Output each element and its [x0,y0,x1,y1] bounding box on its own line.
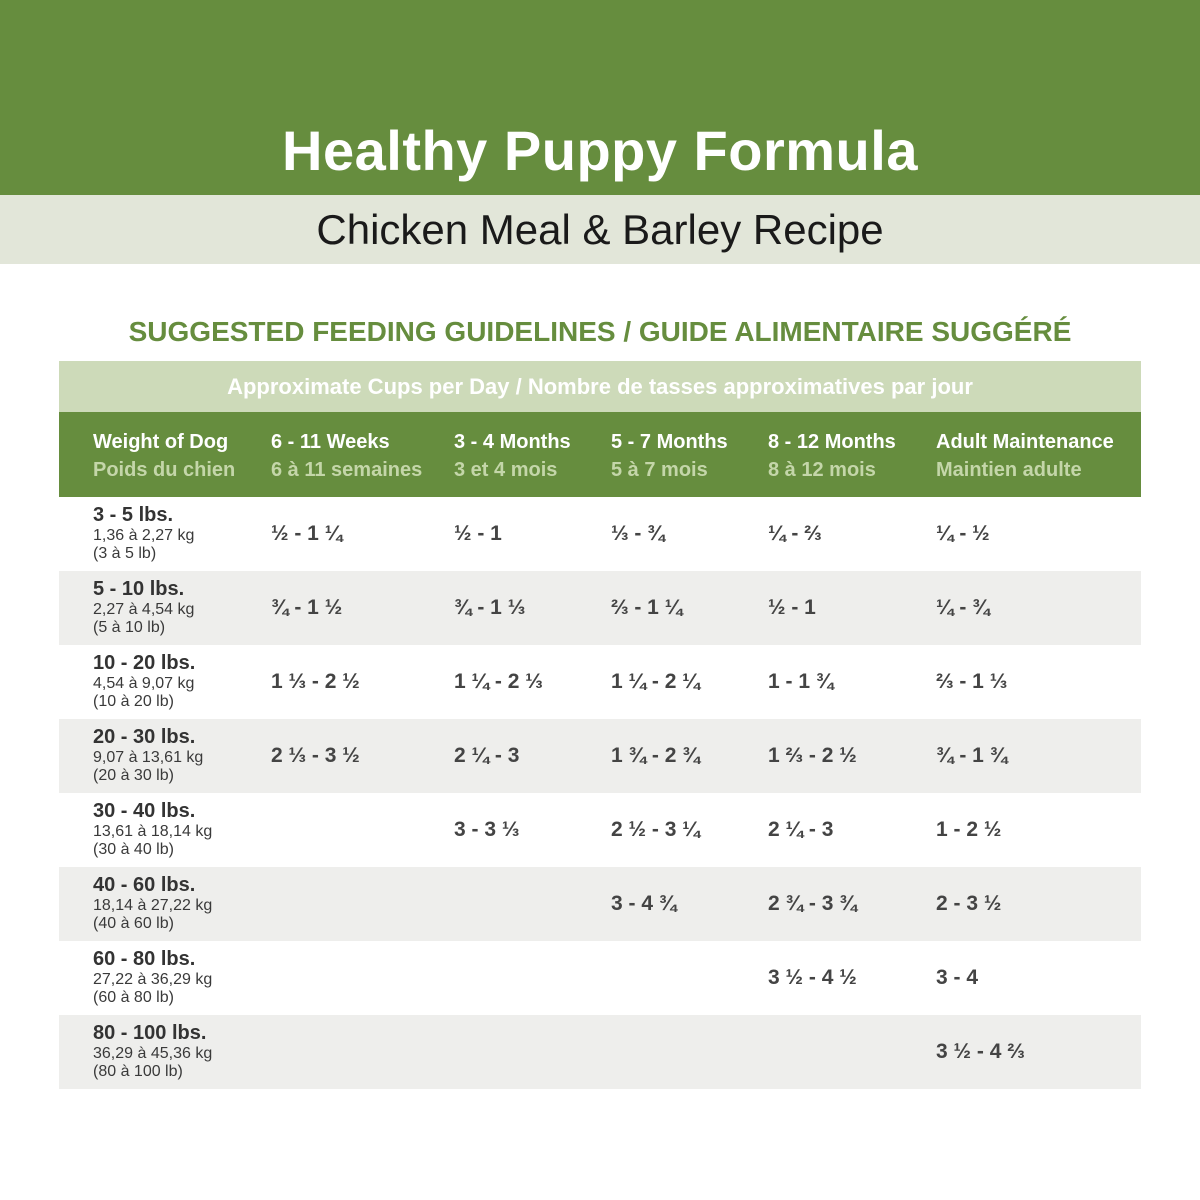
weight-lbs: 5 - 10 lbs. [93,578,185,600]
cups-value: 1 - 1 ¾ [768,670,834,693]
cups-value: 2 ¾ - 3 ¾ [768,892,857,915]
weight-cell: 10 - 20 lbs. 4,54 à 9,07 kg (10 à 20 lb) [93,652,195,711]
column-header-5-7-months: 5 - 7 Months 5 à 7 mois [611,428,728,484]
cups-value: 2 ½ - 3 ¼ [611,818,700,841]
cups-value: 3 - 3 ⅓ [454,818,520,841]
weight-lb-fr: (30 à 40 lb) [93,841,174,858]
cups-value: 3 - 4 [936,966,979,989]
weight-lbs: 20 - 30 lbs. [93,726,196,748]
weight-kg: 36,29 à 45,36 kg [93,1045,213,1062]
cups-value: ¼ - ⅔ [768,522,822,545]
weight-lb-fr: (5 à 10 lb) [93,619,166,636]
weight-kg: 18,14 à 27,22 kg [93,897,213,914]
weight-kg: 4,54 à 9,07 kg [93,675,195,692]
cups-value: ⅔ - 1 ¼ [611,596,683,619]
weight-lb-fr: (10 à 20 lb) [93,693,174,710]
recipe-subtitle: Chicken Meal & Barley Recipe [316,206,884,253]
cups-value: 2 ¼ - 3 [454,744,520,767]
column-header-3-4-months: 3 - 4 Months 3 et 4 mois [454,428,571,484]
column-header-fr: 3 et 4 mois [454,459,558,481]
subtitle-banner [0,195,1200,264]
column-header-fr: Poids du chien [93,459,236,481]
column-header-en: Adult Maintenance [936,431,1114,453]
cups-value: ⅓ - ¾ [611,522,665,545]
column-header-fr: 5 à 7 mois [611,459,708,481]
title-banner [0,0,1200,195]
cups-value: ½ - 1 [454,522,502,545]
weight-cell: 40 - 60 lbs. 18,14 à 27,22 kg (40 à 60 l… [93,874,212,933]
cups-value: ½ - 1 [768,596,816,619]
table-row: 5 - 10 lbs. 2,27 à 4,54 kg (5 à 10 lb) ¾… [59,571,1141,645]
cups-value: ¼ - ½ [936,522,990,545]
column-header-en: 3 - 4 Months [454,431,571,453]
column-header-weight: Weight of Dog Poids du chien [93,428,235,484]
cups-value: ¾ - 1 ½ [271,596,343,619]
column-header-en: 6 - 11 Weeks [271,431,390,453]
cups-value: 3 ½ - 4 ⅔ [936,1040,1025,1063]
table-row: 20 - 30 lbs. 9,07 à 13,61 kg (20 à 30 lb… [59,719,1141,793]
weight-lb-fr: (20 à 30 lb) [93,767,174,784]
cups-value: 1 ¾ - 2 ¾ [611,744,700,767]
feeding-guidelines-heading: SUGGESTED FEEDING GUIDELINES / GUIDE ALI… [128,316,1072,347]
table-header-row: Weight of Dog Poids du chien 6 - 11 Week… [59,412,1141,497]
weight-cell: 80 - 100 lbs. 36,29 à 45,36 kg (80 à 100… [93,1022,212,1081]
table-row: 3 - 5 lbs. 1,36 à 2,27 kg (3 à 5 lb) ½ -… [59,497,1141,571]
column-header-6-11-weeks: 6 - 11 Weeks 6 à 11 semaines [271,428,422,484]
column-header-8-12-months: 8 - 12 Months 8 à 12 mois [768,428,896,484]
cups-value: 3 ½ - 4 ½ [768,966,857,989]
weight-lb-fr: (40 à 60 lb) [93,915,174,932]
weight-kg: 9,07 à 13,61 kg [93,749,204,766]
cups-value: 2 - 3 ½ [936,892,1002,915]
column-header-fr: 6 à 11 semaines [271,459,423,481]
cups-value: 1 ¼ - 2 ¼ [611,670,700,693]
weight-lbs: 60 - 80 lbs. [93,948,196,970]
column-header-en: 8 - 12 Months [768,431,896,453]
cups-value: ¼ - ¾ [936,596,990,619]
cups-value: 2 ¼ - 3 [768,818,834,841]
column-header-fr: Maintien adulte [936,459,1082,481]
table-row: 10 - 20 lbs. 4,54 à 9,07 kg (10 à 20 lb)… [59,645,1141,719]
product-title: Healthy Puppy Formula [282,119,918,182]
table-row: 30 - 40 lbs. 13,61 à 18,14 kg (30 à 40 l… [59,793,1141,867]
weight-lbs: 40 - 60 lbs. [93,874,196,896]
cups-value: ¾ - 1 ⅓ [454,596,526,619]
table-row: 60 - 80 lbs. 27,22 à 36,29 kg (60 à 80 l… [59,941,1141,1015]
weight-lb-fr: (80 à 100 lb) [93,1063,183,1080]
weight-lbs: 3 - 5 lbs. [93,504,174,526]
weight-kg: 13,61 à 18,14 kg [93,823,213,840]
weight-kg: 27,22 à 36,29 kg [93,971,213,988]
weight-lbs: 10 - 20 lbs. [93,652,196,674]
feeding-table: Approximate Cups per Day / Nombre de tas… [59,361,1141,1089]
cups-value: 1 ¼ - 2 ⅓ [454,670,543,693]
cups-value: 1 ⅓ - 2 ½ [271,670,360,693]
table-row: 40 - 60 lbs. 18,14 à 27,22 kg (40 à 60 l… [59,867,1141,941]
weight-lbs: 80 - 100 lbs. [93,1022,207,1044]
column-header-en: Weight of Dog [93,431,229,453]
column-header-fr: 8 à 12 mois [768,459,876,481]
column-header-en: 5 - 7 Months [611,431,728,453]
column-header-adult-maintenance: Adult Maintenance Maintien adulte [936,428,1114,484]
weight-cell: 30 - 40 lbs. 13,61 à 18,14 kg (30 à 40 l… [93,800,212,859]
table-row: 80 - 100 lbs. 36,29 à 45,36 kg (80 à 100… [59,1015,1141,1089]
cups-value: ⅔ - 1 ⅓ [936,670,1008,693]
cups-value: ¾ - 1 ¾ [936,744,1008,767]
cups-per-day-label: Approximate Cups per Day / Nombre de tas… [59,361,1141,412]
weight-kg: 1,36 à 2,27 kg [93,527,195,544]
cups-value: 1 ⅔ - 2 ½ [768,744,857,767]
weight-lb-fr: (60 à 80 lb) [93,989,174,1006]
cups-value: 1 - 2 ½ [936,818,1002,841]
cups-value: 2 ⅓ - 3 ½ [271,744,360,767]
weight-kg: 2,27 à 4,54 kg [93,601,195,618]
weight-lb-fr: (3 à 5 lb) [93,545,157,562]
weight-cell: 60 - 80 lbs. 27,22 à 36,29 kg (60 à 80 l… [93,948,212,1007]
weight-cell: 5 - 10 lbs. 2,27 à 4,54 kg (5 à 10 lb) [93,578,194,637]
cups-value: ½ - 1 ¼ [271,522,343,545]
weight-cell: 3 - 5 lbs. 1,36 à 2,27 kg (3 à 5 lb) [93,504,194,563]
weight-lbs: 30 - 40 lbs. [93,800,196,822]
cups-value: 3 - 4 ¾ [611,892,677,915]
weight-cell: 20 - 30 lbs. 9,07 à 13,61 kg (20 à 30 lb… [93,726,203,785]
